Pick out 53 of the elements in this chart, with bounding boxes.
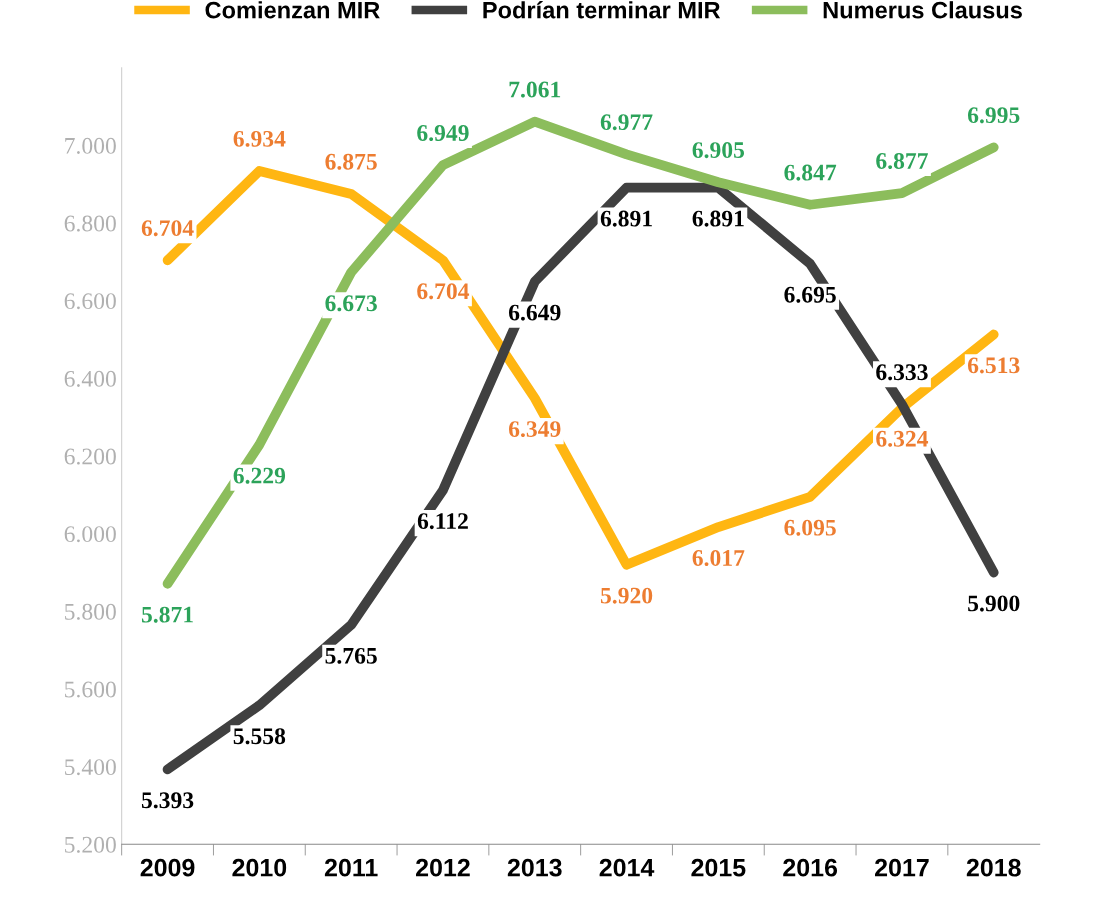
legend-label: Numerus Clausus: [823, 1, 1022, 19]
x-tick-label: 2015: [691, 858, 746, 877]
data-label: 5.920: [600, 587, 653, 604]
data-label: 6.877: [876, 152, 928, 170]
x-tick-label: 2014: [599, 858, 655, 877]
data-label: 6.649: [509, 304, 561, 321]
x-tick-label: 2011: [324, 858, 378, 877]
x-tick-label: 2010: [232, 858, 287, 877]
data-label: 6.513: [967, 357, 1020, 374]
x-tick-label: 2009: [140, 858, 195, 877]
y-tick-label: 6.600: [64, 293, 116, 310]
data-label: 6.112: [417, 513, 468, 530]
x-tick-label: 2013: [507, 858, 562, 877]
y-tick-label: 5.800: [65, 603, 116, 620]
data-label: 6.704: [141, 220, 194, 237]
data-label: 6.934: [233, 130, 286, 147]
y-tick-label: 7.000: [65, 137, 116, 154]
data-label: 6.875: [325, 153, 377, 170]
data-label: 7.061: [509, 81, 561, 98]
data-label: 5.871: [141, 606, 193, 623]
data-label: 6.891: [692, 210, 744, 227]
data-label: 6.324: [876, 430, 929, 447]
x-tick-label: 2016: [783, 858, 838, 877]
data-label: 5.558: [233, 728, 286, 745]
y-tick-label: 6.400: [64, 370, 116, 387]
data-label: 6.229: [233, 467, 286, 484]
x-tick-label: 2018: [966, 858, 1021, 877]
data-label: 6.695: [784, 286, 836, 303]
legend-label: Comienzan MIR: [205, 1, 380, 19]
data-label: 6.349: [509, 421, 561, 438]
y-tick-label: 6.800: [64, 215, 116, 232]
data-label: 5.393: [141, 792, 194, 809]
y-tick-label: 5.600: [65, 681, 116, 698]
x-tick-label: 2012: [416, 858, 470, 877]
x-tick-label: 2017: [875, 858, 929, 877]
data-label: 6.333: [876, 364, 928, 381]
y-tick-label: 6.200: [64, 448, 116, 465]
data-label: 6.977: [600, 114, 653, 131]
data-label: 6.995: [967, 107, 1020, 124]
data-label: 6.949: [417, 125, 469, 142]
y-tick-label: 6.000: [64, 526, 116, 543]
data-label: 6.704: [417, 283, 470, 300]
data-label: 6.017: [692, 549, 745, 567]
data-label: 6.905: [692, 142, 745, 159]
data-label: 6.847: [784, 164, 837, 181]
data-label: 6.891: [600, 210, 652, 227]
y-tick-label: 5.200: [65, 836, 116, 853]
legend-label: Podrían terminar MIR: [483, 0, 721, 19]
y-tick-label: 5.400: [65, 759, 116, 776]
data-label: 5.900: [968, 595, 1020, 612]
data-label: 6.673: [325, 295, 377, 312]
data-label: 5.765: [325, 647, 377, 664]
data-label: 6.095: [784, 519, 836, 536]
